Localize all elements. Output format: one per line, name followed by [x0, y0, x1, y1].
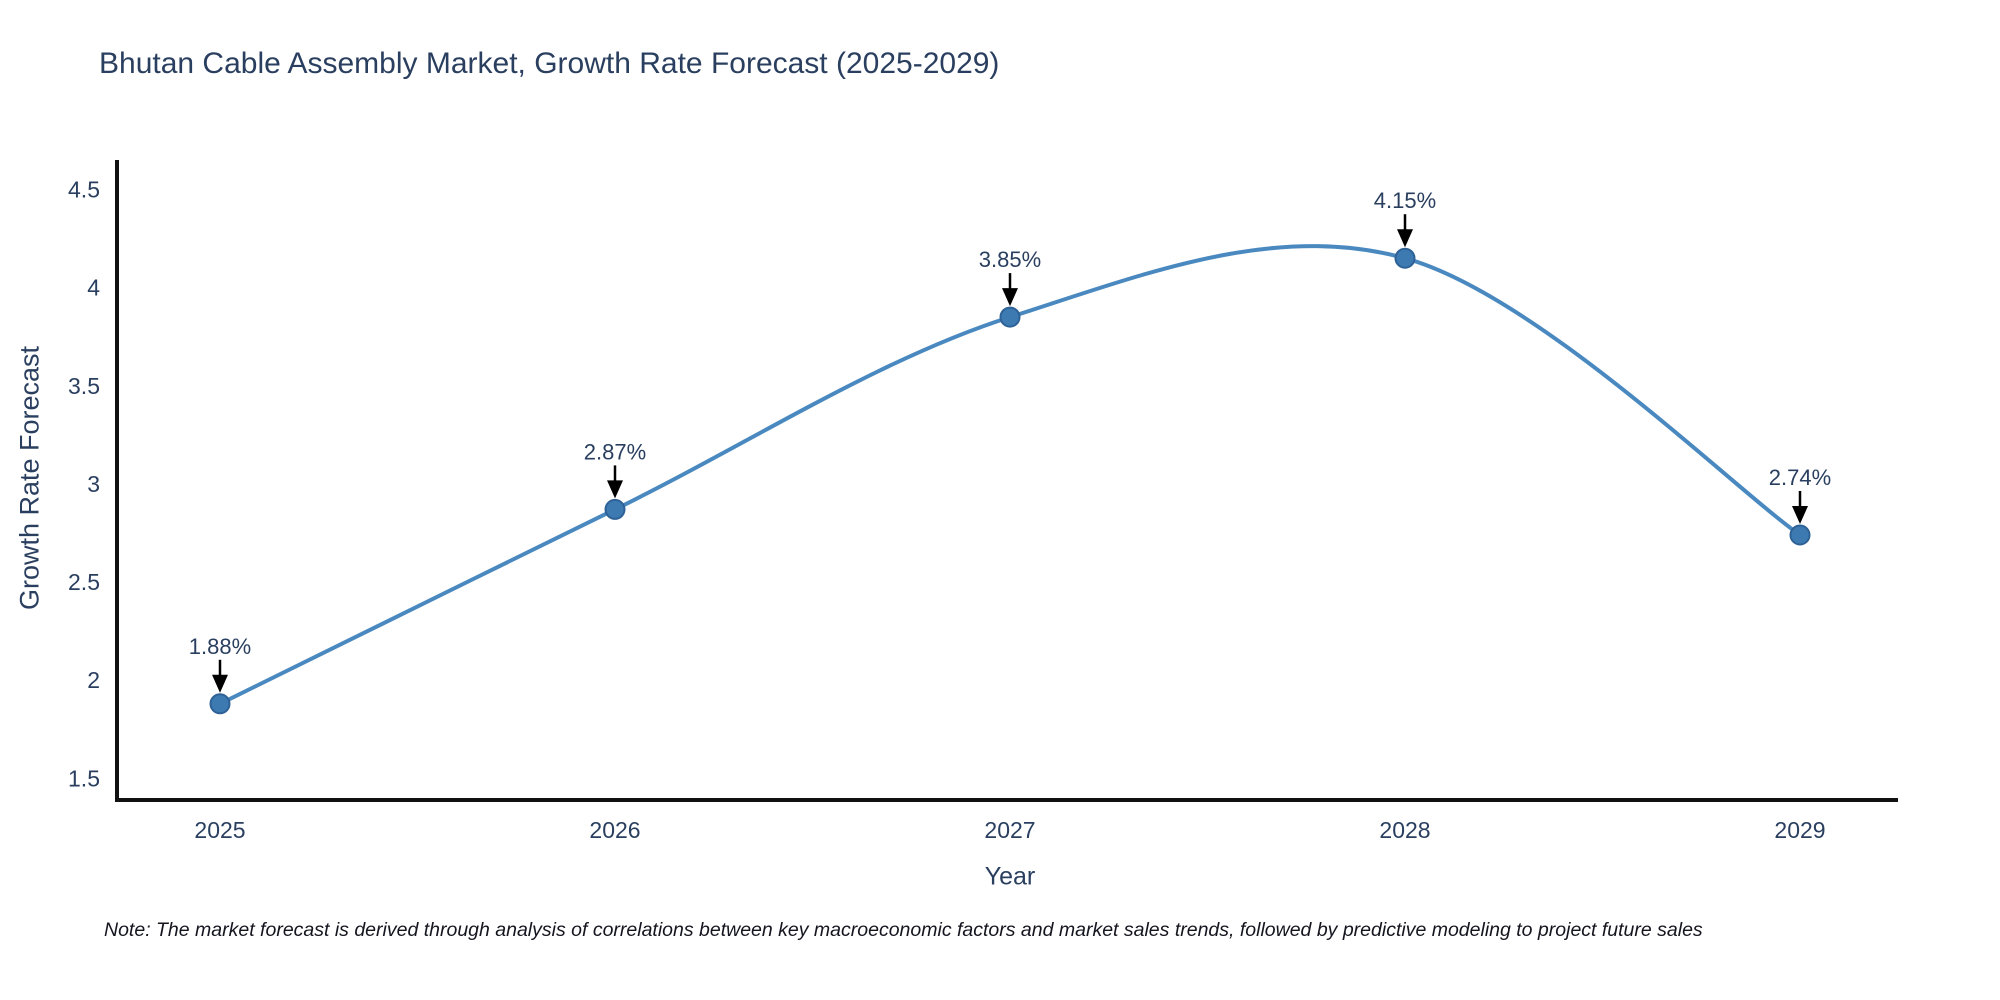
x-tick-label: 2026 [589, 817, 640, 843]
y-tick-label: 2 [87, 667, 100, 693]
annotation-arrowhead-icon [1397, 229, 1413, 248]
y-tick-label: 4.5 [68, 176, 100, 202]
data-label: 3.85% [979, 247, 1041, 272]
y-axis-title: Growth Rate Forecast [14, 345, 45, 611]
annotation-arrowhead-icon [1002, 288, 1018, 307]
page-title: Bhutan Cable Assembly Market, Growth Rat… [99, 47, 1000, 80]
axis-lines [115, 160, 1898, 802]
footnote-text: Note: The market forecast is derived thr… [104, 919, 1703, 941]
data-label: 4.15% [1374, 188, 1436, 213]
data-point-2027[interactable] [999, 306, 1021, 328]
data-label: 2.74% [1769, 465, 1831, 490]
x-tick-label: 2025 [194, 817, 245, 843]
annotation-arrowhead-icon [607, 480, 623, 499]
data-point-2025[interactable] [209, 693, 231, 715]
data-point-2026[interactable] [604, 498, 626, 520]
y-tick-label: 3.5 [68, 373, 100, 399]
data-label: 1.88% [189, 634, 251, 659]
x-axis-title: Year [984, 862, 1036, 891]
y-tick-label: 4 [87, 275, 100, 301]
x-tick-label: 2028 [1379, 817, 1430, 843]
annotation-arrowhead-icon [1792, 506, 1808, 524]
y-tick-label: 3 [87, 471, 100, 497]
y-tick-label: 1.5 [68, 765, 100, 791]
x-tick-label: 2027 [984, 817, 1035, 843]
y-tick-label: 2.5 [68, 569, 100, 595]
x-tick-label: 2029 [1774, 817, 1825, 843]
data-label: 2.87% [584, 439, 646, 464]
data-point-2029[interactable] [1789, 524, 1811, 546]
data-point-2028[interactable] [1394, 247, 1416, 269]
annotation-arrowhead-icon [212, 674, 228, 693]
